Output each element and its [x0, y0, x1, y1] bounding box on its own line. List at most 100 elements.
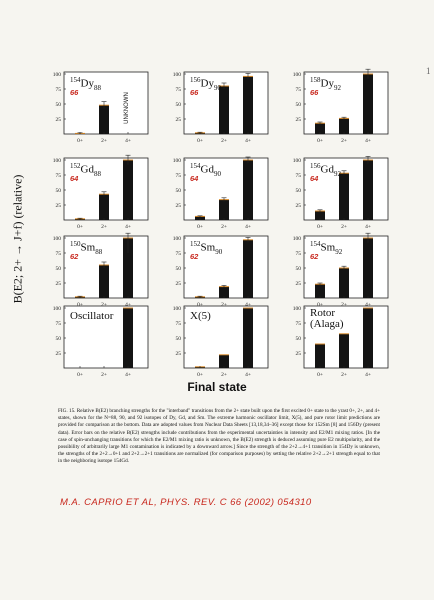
nucleus-neutrons: 90 — [215, 247, 223, 256]
x-tick-label: 0+ — [197, 138, 203, 144]
x-tick-label: 4+ — [245, 372, 251, 378]
bar-2 — [363, 238, 373, 298]
x-axis-label: Final state — [187, 380, 247, 394]
y-tick-label: 25 — [56, 281, 62, 287]
bar-2 — [243, 239, 253, 298]
y-tick-label: 25 — [176, 351, 182, 357]
x-tick-label: 4+ — [365, 138, 371, 144]
y-tick-label: 25 — [296, 117, 302, 123]
panel-dy158: 25 50 75 100 0+ 2+ 4+ 158Dy92 66 — [286, 66, 394, 148]
handwritten-z: 62 — [190, 252, 199, 261]
panel-nucleus-label: 154Dy88 — [70, 76, 101, 92]
y-axis-label: B(E2; 2+ → J+f) (relative) — [8, 164, 28, 314]
nucleus-mass: 154 — [190, 162, 201, 170]
bar-2 — [243, 308, 253, 368]
y-tick-label: 75 — [56, 321, 62, 327]
panel-plot: 25 50 75 100 0+ 2+ 4+ — [293, 156, 389, 230]
x-tick-label: 2+ — [101, 224, 107, 230]
x-tick-label: 4+ — [245, 302, 251, 308]
nucleus-symbol: Sm — [80, 241, 96, 254]
y-tick-label: 100 — [293, 158, 302, 164]
nucleus-mass: 156 — [310, 162, 321, 170]
y-tick-label: 100 — [173, 306, 182, 312]
nucleus-mass: 152 — [190, 240, 201, 248]
x-tick-label: 0+ — [317, 224, 323, 230]
panel-frame — [183, 305, 269, 369]
x-tick-label: 4+ — [365, 372, 371, 378]
panel-model-label: Oscillator — [70, 310, 114, 322]
y-tick-label: 100 — [173, 158, 182, 164]
x-tick-label: 2+ — [341, 302, 347, 308]
panel-model-label: X(5) — [190, 310, 211, 322]
nucleus-mass: 154 — [70, 76, 81, 84]
x-tick-label: 0+ — [197, 372, 203, 378]
bar-2 — [123, 308, 133, 368]
panel-plot: 25 50 75 100 0+ 2+ 4+ — [293, 305, 389, 378]
y-tick-label: 100 — [53, 236, 62, 242]
y-tick-label: 100 — [173, 72, 182, 78]
bar-2 — [363, 160, 373, 220]
x-tick-label: 0+ — [77, 372, 83, 378]
nucleus-symbol: Dy — [320, 77, 334, 90]
nucleus-neutrons: 92 — [333, 169, 341, 178]
panel-sm154: 25 50 75 100 0+ 2+ 4+ 154Sm92 62 — [286, 230, 394, 312]
nucleus-symbol: Sm — [200, 241, 216, 254]
y-tick-label: 75 — [176, 321, 182, 327]
y-tick-label: 25 — [56, 117, 62, 123]
bar-1 — [219, 199, 229, 220]
panel-sm152: 25 50 75 100 0+ 2+ 4+ 152Sm90 62 — [166, 230, 274, 312]
bar-1 — [99, 265, 109, 298]
bar-0 — [315, 123, 325, 134]
x-tick-label: 2+ — [101, 372, 107, 378]
x-tick-label: 4+ — [245, 138, 251, 144]
y-tick-label: 50 — [296, 336, 302, 342]
bar-2 — [243, 160, 253, 220]
y-tick-label: 100 — [293, 306, 302, 312]
x-tick-label: 4+ — [365, 224, 371, 230]
panel-oscillator: 25 50 75 100 0+ 2+ 4+ Oscillator — [46, 300, 154, 382]
bar-1 — [339, 268, 349, 298]
y-tick-label: 25 — [176, 117, 182, 123]
nucleus-symbol: Dy — [80, 77, 94, 90]
nucleus-neutrons: 90 — [213, 83, 221, 92]
x-tick-label: 2+ — [221, 372, 227, 378]
panel-model-label-line: (Alaga) — [310, 318, 344, 330]
nucleus-symbol: Sm — [320, 241, 336, 254]
bar-2 — [243, 76, 253, 134]
nucleus-symbol: Gd — [320, 163, 334, 176]
panel-plot: 25 50 75 100 0+ 2+ 4+ — [293, 232, 389, 308]
nucleus-mass: 158 — [310, 76, 321, 84]
panel-nucleus-label: 154Gd90 — [190, 162, 221, 178]
y-tick-label: 50 — [176, 188, 182, 194]
nucleus-mass: 156 — [190, 76, 201, 84]
figure-caption: FIG. 15. Relative B(E2) branching streng… — [58, 408, 380, 465]
panel-nucleus-label: 156Gd92 — [310, 162, 341, 178]
nucleus-symbol: Gd — [200, 163, 214, 176]
y-tick-label: 75 — [296, 251, 302, 257]
bar-2 — [123, 160, 133, 220]
x-tick-label: 0+ — [197, 224, 203, 230]
nucleus-symbol: Dy — [200, 77, 214, 90]
x-tick-label: 2+ — [221, 302, 227, 308]
x-tick-label: 2+ — [341, 372, 347, 378]
y-axis-label-text: B(E2; 2+ → J+f) (relative) — [10, 174, 25, 304]
y-tick-label: 75 — [176, 87, 182, 93]
y-tick-label: 50 — [56, 188, 62, 194]
handwritten-z: 64 — [70, 174, 79, 183]
panel-nucleus-label: 152Gd88 — [70, 162, 101, 178]
panel-nucleus-label: 156Dy90 — [190, 76, 221, 92]
y-tick-label: 75 — [296, 321, 302, 327]
panel-nucleus-label: 154Sm92 — [310, 240, 342, 256]
nucleus-neutrons: 88 — [93, 169, 101, 178]
y-tick-label: 25 — [296, 351, 302, 357]
panel-gd156: 25 50 75 100 0+ 2+ 4+ 156Gd92 64 — [286, 152, 394, 234]
x-tick-label: 0+ — [77, 138, 83, 144]
y-tick-label: 50 — [56, 266, 62, 272]
y-tick-label: 100 — [53, 72, 62, 78]
handwritten-z: 64 — [310, 174, 319, 183]
x-tick-label: 4+ — [125, 372, 131, 378]
bar-0 — [315, 211, 325, 220]
x-tick-label: 4+ — [125, 138, 131, 144]
x-tick-label: 2+ — [341, 138, 347, 144]
